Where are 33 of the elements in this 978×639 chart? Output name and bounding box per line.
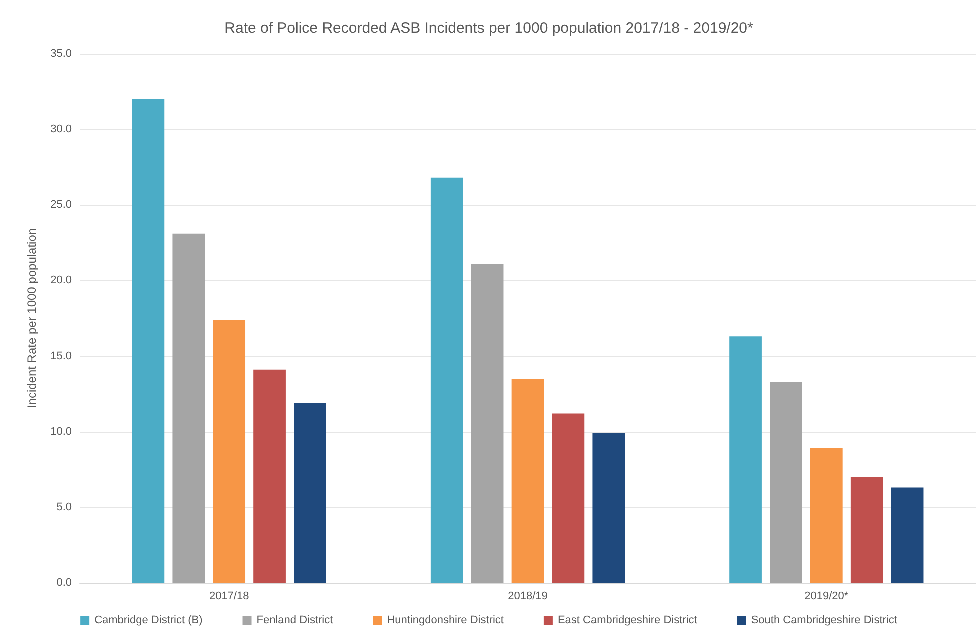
bar bbox=[471, 264, 504, 583]
bar bbox=[730, 336, 762, 583]
y-tick-label: 30.0 bbox=[50, 124, 72, 136]
bar bbox=[810, 448, 843, 583]
y-tick-label: 35.0 bbox=[50, 48, 72, 60]
bar bbox=[891, 488, 924, 583]
y-tick-label: 5.0 bbox=[56, 501, 72, 514]
chart-title: Rate of Police Recorded ASB Incidents per 1000 population 2017/18 - 2019/20* bbox=[224, 20, 754, 37]
y-tick-label: 10.0 bbox=[50, 426, 72, 438]
legend-label: South Cambridgeshire District bbox=[751, 614, 898, 626]
legend-label: East Cambridgeshire District bbox=[558, 614, 698, 626]
bar bbox=[132, 99, 165, 583]
bar bbox=[770, 382, 802, 583]
bar bbox=[552, 414, 585, 583]
bar bbox=[213, 320, 246, 583]
bar bbox=[294, 403, 326, 583]
legend-label: Huntingdonshire District bbox=[387, 614, 504, 626]
bar bbox=[254, 370, 286, 583]
bar bbox=[850, 477, 884, 583]
bar bbox=[592, 433, 626, 583]
x-tick-label: 2017/18 bbox=[209, 590, 250, 602]
y-axis-title: Incident Rate per 1000 population bbox=[25, 228, 39, 409]
x-tick-label: 2019/20* bbox=[804, 590, 850, 602]
y-tick-label: 25.0 bbox=[50, 199, 72, 212]
bar bbox=[512, 378, 544, 583]
y-tick-label: 0.0 bbox=[56, 577, 72, 589]
bar bbox=[430, 178, 464, 583]
x-tick-label: 2018/19 bbox=[508, 590, 548, 602]
legend-label: Cambridge District (B) bbox=[94, 614, 203, 626]
y-tick-label: 15.0 bbox=[50, 350, 72, 362]
y-tick-label: 20.0 bbox=[50, 274, 72, 287]
legend-label: Fenland District bbox=[256, 614, 334, 626]
bar bbox=[172, 234, 206, 583]
